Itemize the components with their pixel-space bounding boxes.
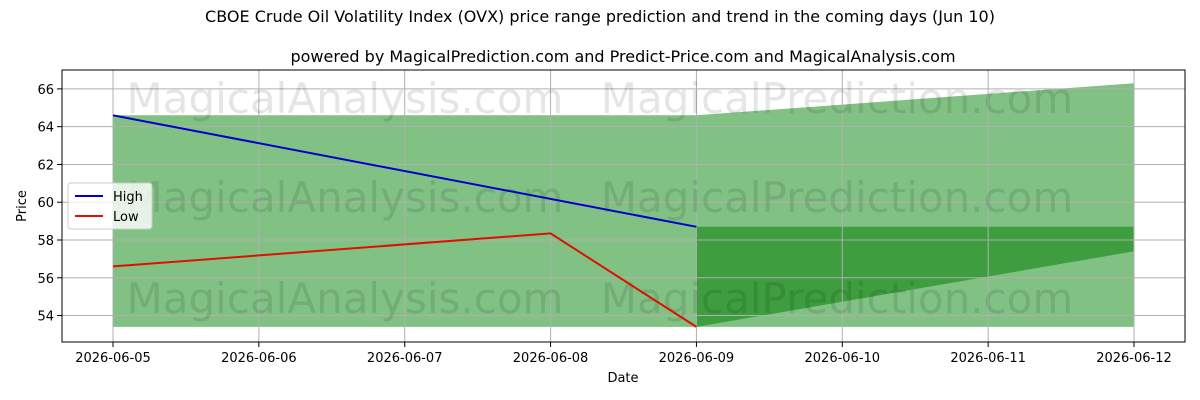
y-tick-label: 58 [37, 234, 54, 249]
x-tick-label: 2026-06-11 [950, 351, 1026, 366]
chart-subtitle: powered by MagicalPrediction.com and Pre… [290, 47, 955, 66]
x-tick-label: 2026-06-05 [75, 351, 151, 366]
legend[interactable]: High Low [67, 182, 153, 230]
y-tick-label: 56 [37, 272, 54, 287]
legend-box [67, 182, 153, 230]
x-tick-label: 2026-06-08 [513, 351, 589, 366]
y-axis-ticks: 54 56 58 60 62 64 66 [37, 83, 62, 325]
legend-label-low: Low [113, 210, 139, 225]
range-bands [113, 83, 1134, 327]
watermark: MagicalAnalysis.com [127, 274, 564, 323]
legend-label-high: High [113, 190, 143, 205]
watermark: MagicalAnalysis.com [127, 173, 564, 222]
series-lines [112, 114, 697, 328]
x-tick-label: 2026-06-06 [221, 351, 297, 366]
watermark: MagicalPrediction.com [601, 74, 1074, 123]
chart-title: CBOE Crude Oil Volatility Index (OVX) pr… [205, 7, 995, 26]
x-tick-label: 2026-06-09 [659, 351, 735, 366]
y-tick-label: 66 [37, 83, 54, 98]
plot-frame [61, 69, 1186, 343]
y-tick-label: 54 [37, 310, 54, 325]
watermark: MagicalPrediction.com [601, 274, 1074, 323]
watermark: MagicalAnalysis.com [127, 74, 564, 123]
y-tick-label: 62 [37, 158, 54, 173]
series-line-low [112, 232, 697, 328]
x-tick-label: 2026-06-12 [1096, 351, 1172, 366]
series-line-high [112, 114, 697, 228]
x-axis-label: Date [607, 371, 638, 386]
y-tick-label: 64 [37, 121, 54, 136]
y-axis-label: Price [15, 190, 30, 222]
range-band-2 [696, 226, 1134, 327]
x-tick-label: 2026-06-07 [367, 351, 443, 366]
grid-lines [62, 70, 1185, 342]
y-tick-label: 60 [37, 196, 54, 211]
watermarks: MagicalAnalysis.com MagicalPrediction.com… [127, 74, 1074, 323]
watermark: MagicalPrediction.com [601, 173, 1074, 222]
x-tick-label: 2026-06-10 [805, 351, 881, 366]
x-axis-ticks: 2026-06-05 2026-06-06 2026-06-07 2026-06-08… [75, 342, 1172, 366]
